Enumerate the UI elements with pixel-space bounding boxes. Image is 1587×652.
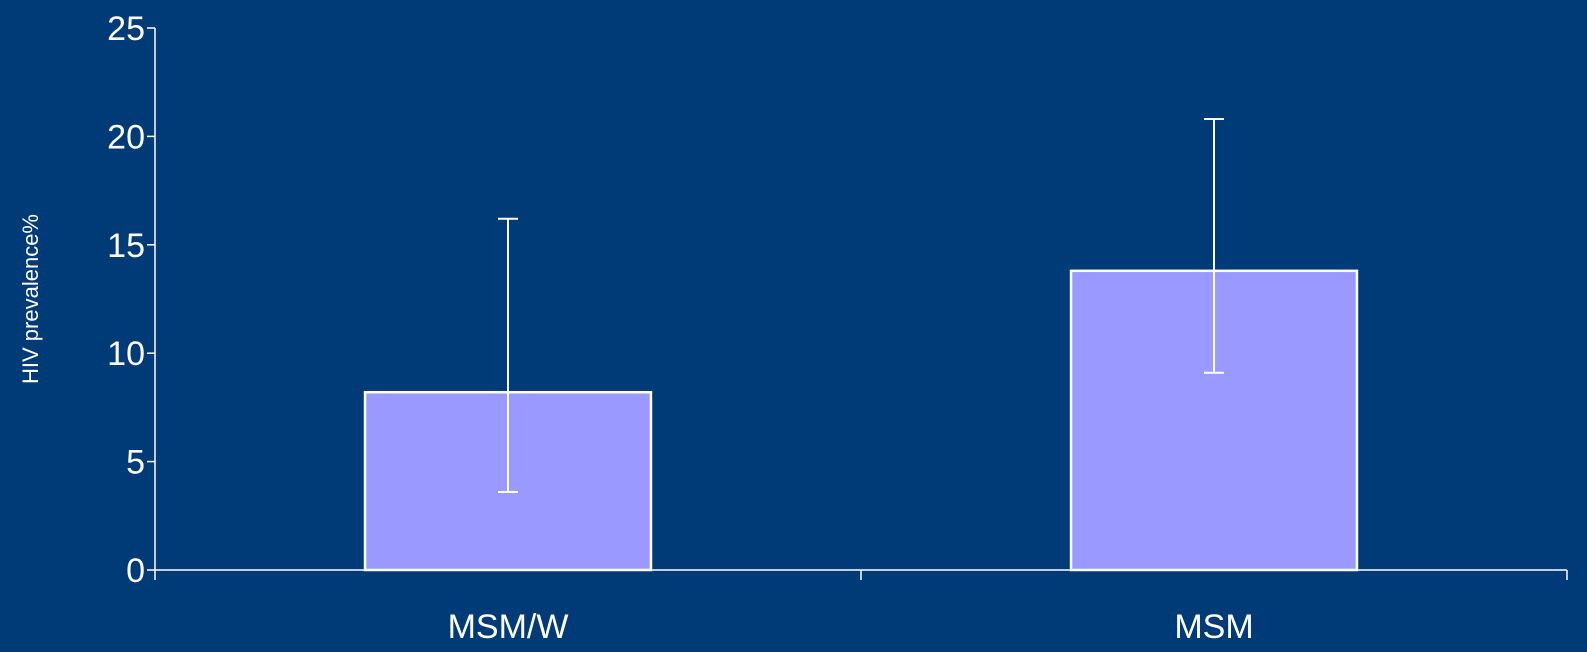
error-bars (498, 118, 1224, 493)
x-axis: MSM/W MSM (154, 569, 1568, 646)
y-tick-label: 5 (126, 444, 145, 482)
y-axis-title: HIV prevalence% (18, 214, 43, 384)
y-tick-label: 0 (126, 552, 145, 590)
x-category-label: MSM/W (448, 608, 569, 646)
y-tick-label: 20 (107, 118, 145, 156)
y-tick-label: 25 (107, 10, 145, 48)
y-tick-label: 15 (107, 227, 145, 265)
y-axis: 0 5 10 15 20 25 (107, 10, 156, 590)
x-category-label: MSM (1174, 608, 1253, 646)
y-tick-label: 10 (107, 335, 145, 373)
bars (363, 269, 1359, 572)
